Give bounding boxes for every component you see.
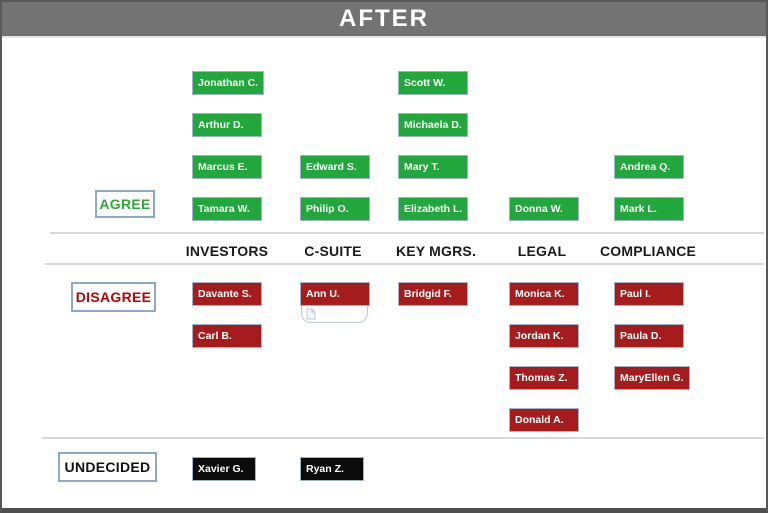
person-name: Jordan K. (515, 330, 564, 342)
person-box-jordan-k[interactable]: Jordan K. (509, 324, 579, 348)
person-box-donna-w[interactable]: Donna W. (509, 197, 579, 221)
person-box-ryan-z[interactable]: Ryan Z. (300, 457, 364, 481)
person-box-edward-s[interactable]: Edward S. (300, 155, 370, 179)
person-box-elizabeth-l[interactable]: Elizabeth L. (398, 197, 469, 221)
person-name: Ryan Z. (306, 463, 344, 475)
person-box-donald-a[interactable]: Donald A. (509, 408, 579, 432)
person-name: Jonathan C. (198, 77, 259, 89)
person-name: Bridgid F. (404, 288, 452, 300)
person-box-andrea-q[interactable]: Andrea Q. (614, 155, 684, 179)
group-label-undecided: UNDECIDED (58, 452, 157, 482)
page-icon[interactable] (306, 308, 316, 320)
person-box-paula-d[interactable]: Paula D. (614, 324, 684, 348)
person-box-arthur-d[interactable]: Arthur D. (192, 113, 262, 137)
person-name: Michaela D. (404, 119, 462, 131)
person-box-jonathan-c[interactable]: Jonathan C. (192, 71, 265, 95)
person-name: Xavier G. (198, 463, 244, 475)
title-bar: AFTER (2, 2, 766, 38)
column-header-investors: INVESTORS (185, 243, 269, 259)
person-box-maryellen-g[interactable]: MaryEllen G. (614, 366, 690, 390)
person-name: Arthur D. (198, 119, 244, 131)
person-box-marcus-e[interactable]: Marcus E. (192, 155, 262, 179)
divider-top (50, 232, 764, 234)
disagree-label-text: DISAGREE (75, 289, 152, 305)
column-header-legal: LEGAL (517, 243, 567, 259)
column-header-c-suite: C-SUITE (304, 243, 362, 259)
page-title: AFTER (339, 5, 429, 32)
person-box-michaela-d[interactable]: Michaela D. (398, 113, 468, 137)
agree-label-text: AGREE (99, 196, 151, 212)
person-name: Carl B. (198, 330, 232, 342)
group-label-disagree: DISAGREE (71, 282, 156, 312)
person-box-bridgid-f[interactable]: Bridgid F. (398, 282, 468, 306)
person-box-mark-l[interactable]: Mark L. (614, 197, 684, 221)
person-box-thomas-z[interactable]: Thomas Z. (509, 366, 579, 390)
person-name: Marcus E. (198, 161, 248, 173)
person-name: Donna W. (515, 203, 563, 215)
column-header-key-mgrs: KEY MGRS. (395, 243, 477, 259)
person-name: Philip O. (306, 203, 349, 215)
person-name: Monica K. (515, 288, 565, 300)
person-name: Paula D. (620, 330, 662, 342)
person-name: Ann U. (306, 288, 340, 300)
person-box-monica-k[interactable]: Monica K. (509, 282, 579, 306)
person-box-paul-i[interactable]: Paul I. (614, 282, 684, 306)
person-name: MaryEllen G. (620, 372, 684, 384)
person-box-mary-t[interactable]: Mary T. (398, 155, 468, 179)
person-name: Elizabeth L. (404, 203, 463, 215)
group-label-agree: AGREE (95, 190, 155, 218)
undecided-label-text: UNDECIDED (64, 459, 151, 475)
person-name: Thomas Z. (515, 372, 568, 384)
person-name: Andrea Q. (620, 161, 671, 173)
person-name: Mark L. (620, 203, 657, 215)
person-name: Donald A. (515, 414, 564, 426)
person-name: Tamara W. (198, 203, 250, 215)
divider-middle (45, 263, 764, 265)
divider-bottom (42, 437, 764, 439)
person-box-ann-u[interactable]: Ann U. (300, 282, 370, 306)
column-header-compliance: COMPLIANCE (599, 243, 697, 259)
person-box-davante-s[interactable]: Davante S. (192, 282, 262, 306)
person-name: Scott W. (404, 77, 446, 89)
person-box-philip-o[interactable]: Philip O. (300, 197, 370, 221)
person-box-scott-w[interactable]: Scott W. (398, 71, 468, 95)
person-name: Davante S. (198, 288, 252, 300)
person-name: Edward S. (306, 161, 357, 173)
person-name: Mary T. (404, 161, 440, 173)
note-flyout[interactable] (301, 304, 368, 323)
person-name: Paul I. (620, 288, 651, 300)
person-box-xavier-g[interactable]: Xavier G. (192, 457, 256, 481)
person-box-tamara-w[interactable]: Tamara W. (192, 197, 262, 221)
person-box-carl-b[interactable]: Carl B. (192, 324, 262, 348)
